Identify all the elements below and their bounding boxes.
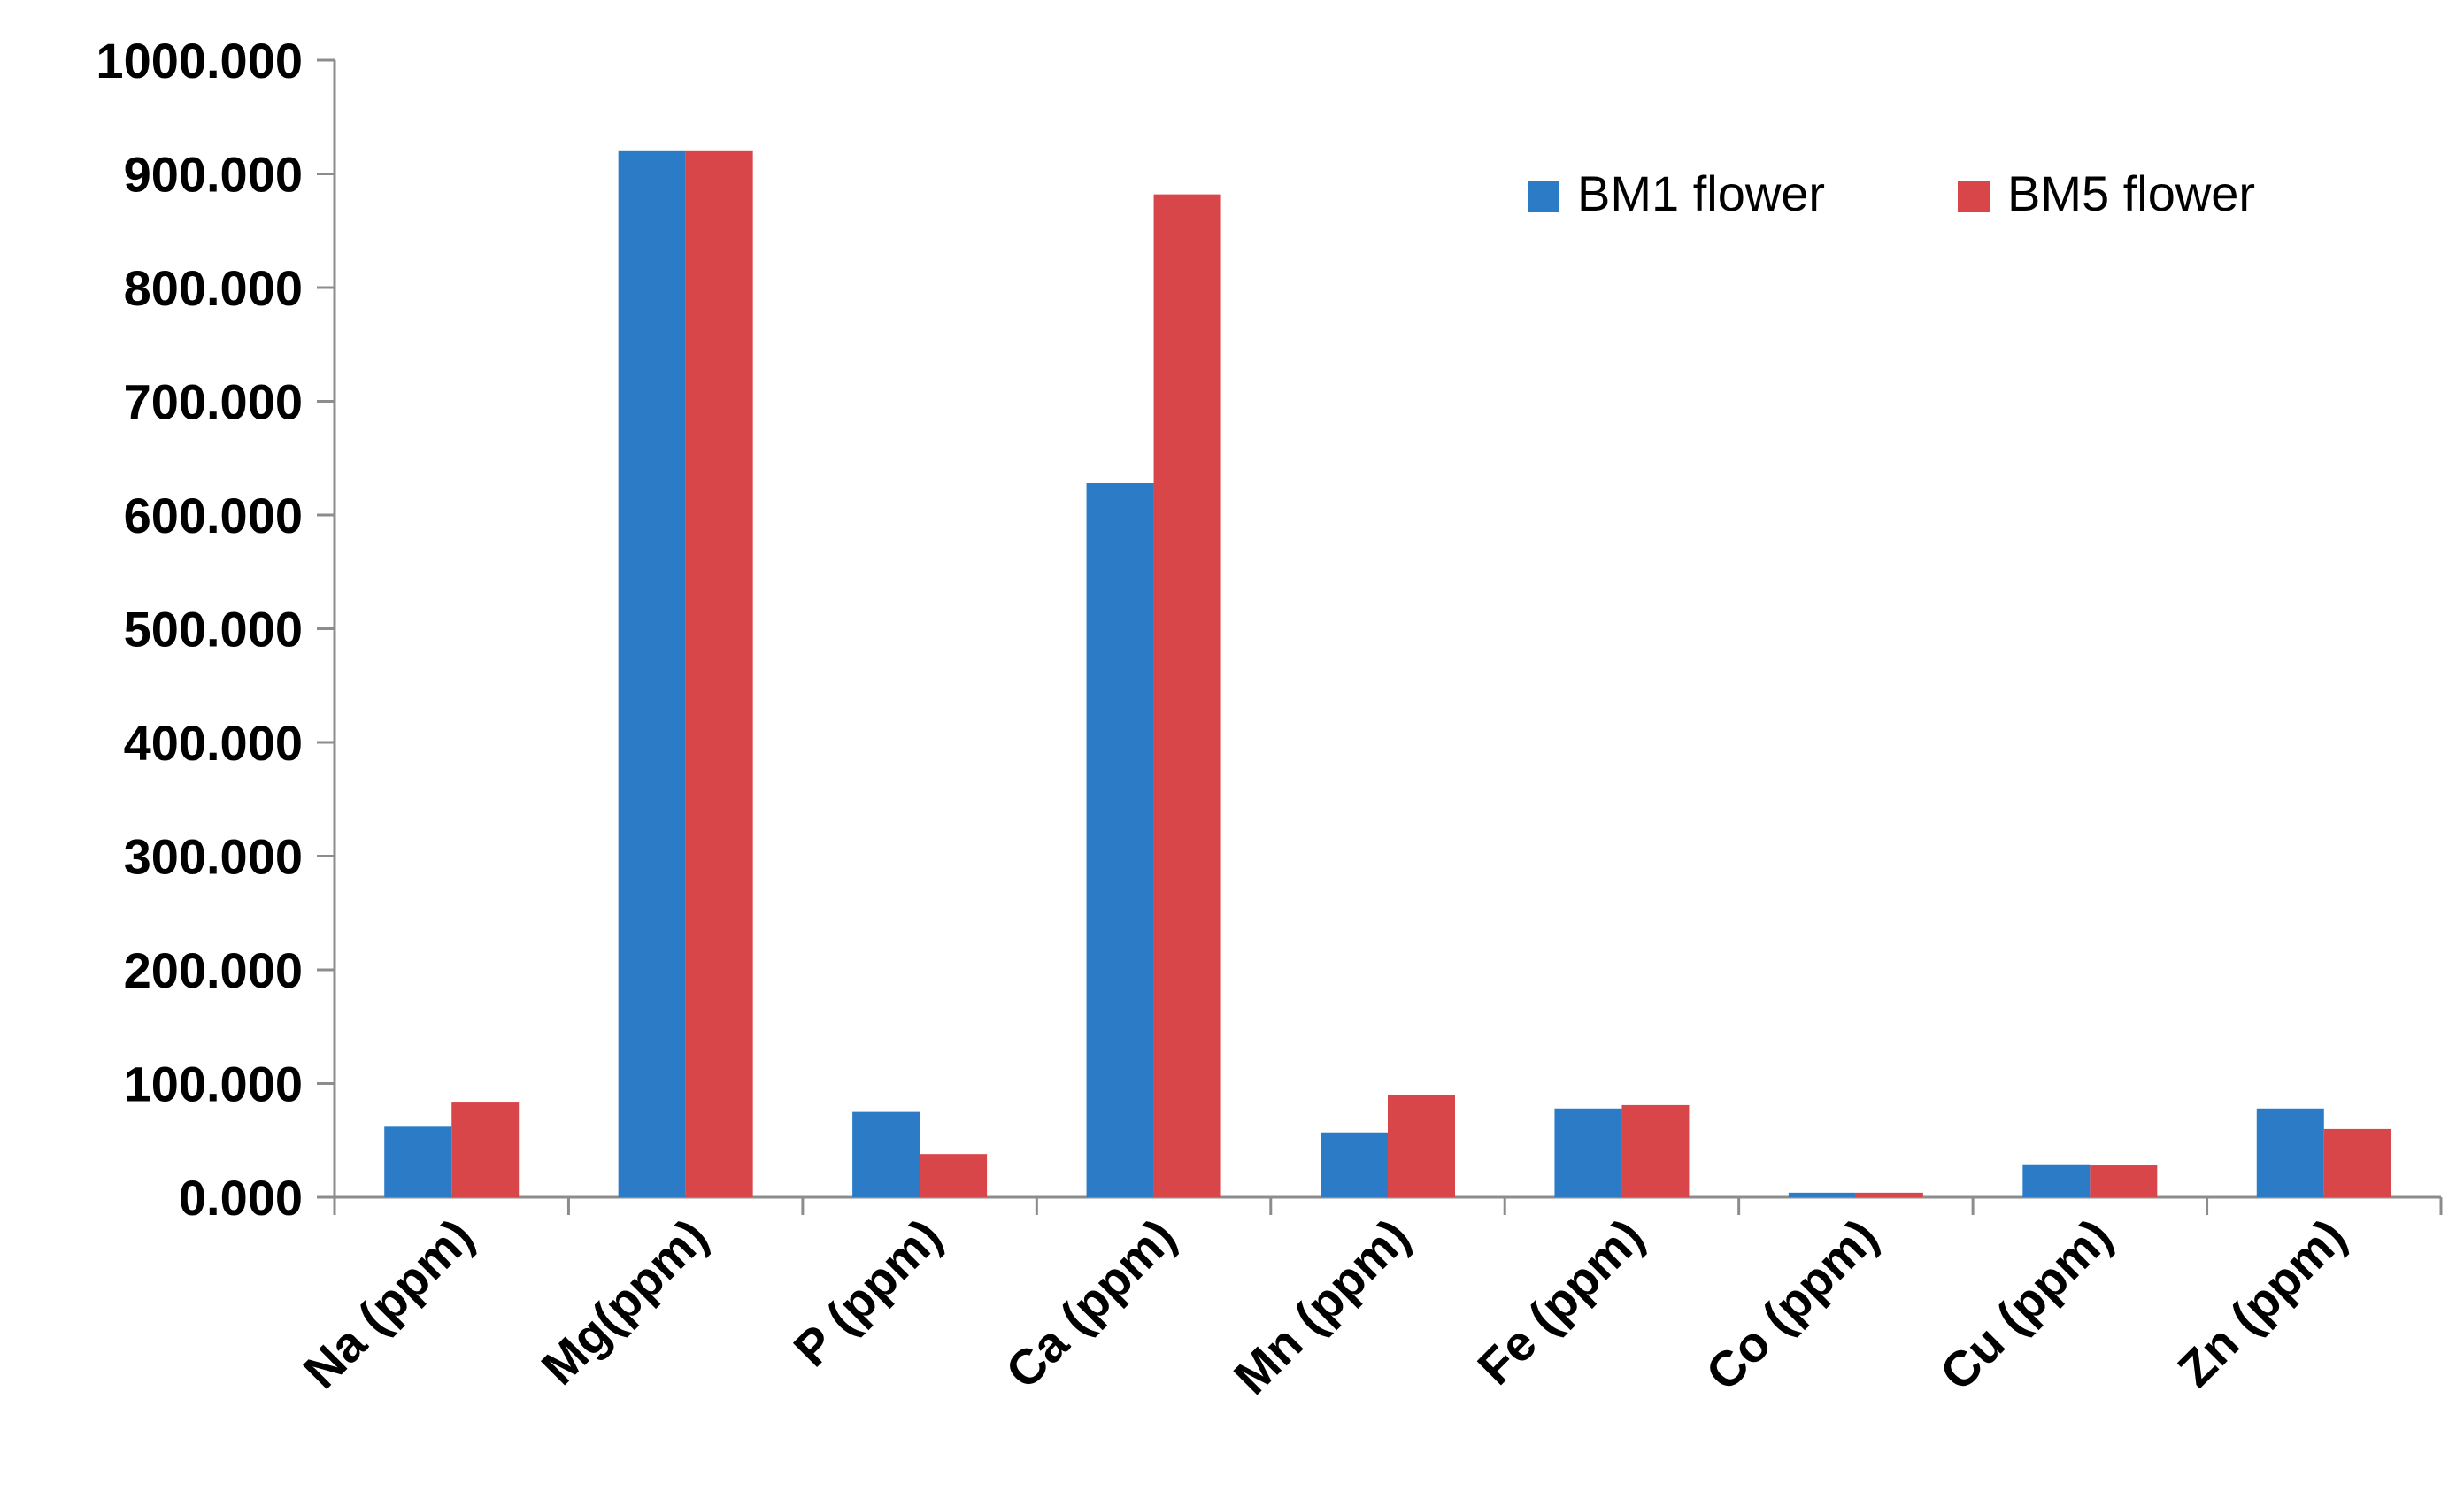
bar-series-1 — [2022, 1164, 2091, 1197]
bar-series-1 — [2256, 1108, 2324, 1197]
bar-series-2 — [1388, 1095, 1455, 1197]
y-tick-label: 300.000 — [124, 829, 303, 885]
legend-label: BM1 flower — [1577, 165, 1825, 221]
x-tick-label: P (ppm) — [782, 1208, 951, 1377]
x-tick-label: Ca (ppm) — [995, 1208, 1186, 1399]
bar-series-2 — [920, 1154, 988, 1197]
y-tick-label: 800.000 — [124, 260, 303, 316]
bar-series-1 — [1321, 1132, 1388, 1197]
x-tick-label: Zn (ppm) — [2167, 1208, 2356, 1397]
legend-label: BM5 flower — [2007, 165, 2255, 221]
bar-series-2 — [451, 1102, 520, 1197]
bar-series-1 — [1086, 483, 1154, 1197]
bar-series-2 — [1153, 194, 1221, 1197]
x-tick-label: Mg(ppm) — [530, 1208, 718, 1395]
y-tick-label: 1000.000 — [96, 33, 303, 88]
y-tick-label: 100.000 — [124, 1057, 303, 1112]
y-tick-label: 500.000 — [124, 602, 303, 657]
bar-series-2 — [685, 150, 753, 1197]
y-tick-label: 600.000 — [124, 488, 303, 543]
y-axis: 0.000 100.000 200.000 300.000 400.000 500.000… — [96, 33, 336, 1226]
bar-series-2 — [1621, 1104, 1690, 1197]
x-tick-label: Co (ppm) — [1695, 1208, 1888, 1401]
y-tick-label: 0.000 — [179, 1170, 303, 1226]
bar-series-1 — [384, 1126, 452, 1197]
y-tick-label: 900.000 — [124, 147, 303, 203]
bar-series-2 — [2323, 1128, 2391, 1197]
y-tick-label: 400.000 — [124, 715, 303, 771]
y-tick-label: 200.000 — [124, 942, 303, 998]
x-tick-label: Fe (ppm) — [1467, 1208, 1654, 1395]
bar-series-1 — [852, 1111, 920, 1197]
x-tick-label: Mn (ppm) — [1223, 1208, 1421, 1405]
bar-series-1 — [1554, 1108, 1622, 1197]
x-tick-label: Cu (ppm) — [1929, 1208, 2122, 1401]
legend: BM1 flower BM5 flower — [1528, 165, 2255, 221]
bar-series-1 — [618, 150, 686, 1197]
bar-series-1 — [1788, 1192, 1856, 1197]
legend-swatch — [1958, 181, 1990, 212]
y-tick-label: 700.000 — [124, 374, 303, 430]
bar-series-2 — [1855, 1192, 1923, 1197]
legend-swatch — [1528, 181, 1559, 212]
x-axis: Na (ppm) Mg(ppm) P (ppm) Ca (ppm) Mn (ppm) Fe… — [293, 1195, 2443, 1405]
x-tick-label: Na (ppm) — [293, 1208, 484, 1399]
bars — [384, 150, 2391, 1197]
bar-series-2 — [2090, 1165, 2158, 1197]
